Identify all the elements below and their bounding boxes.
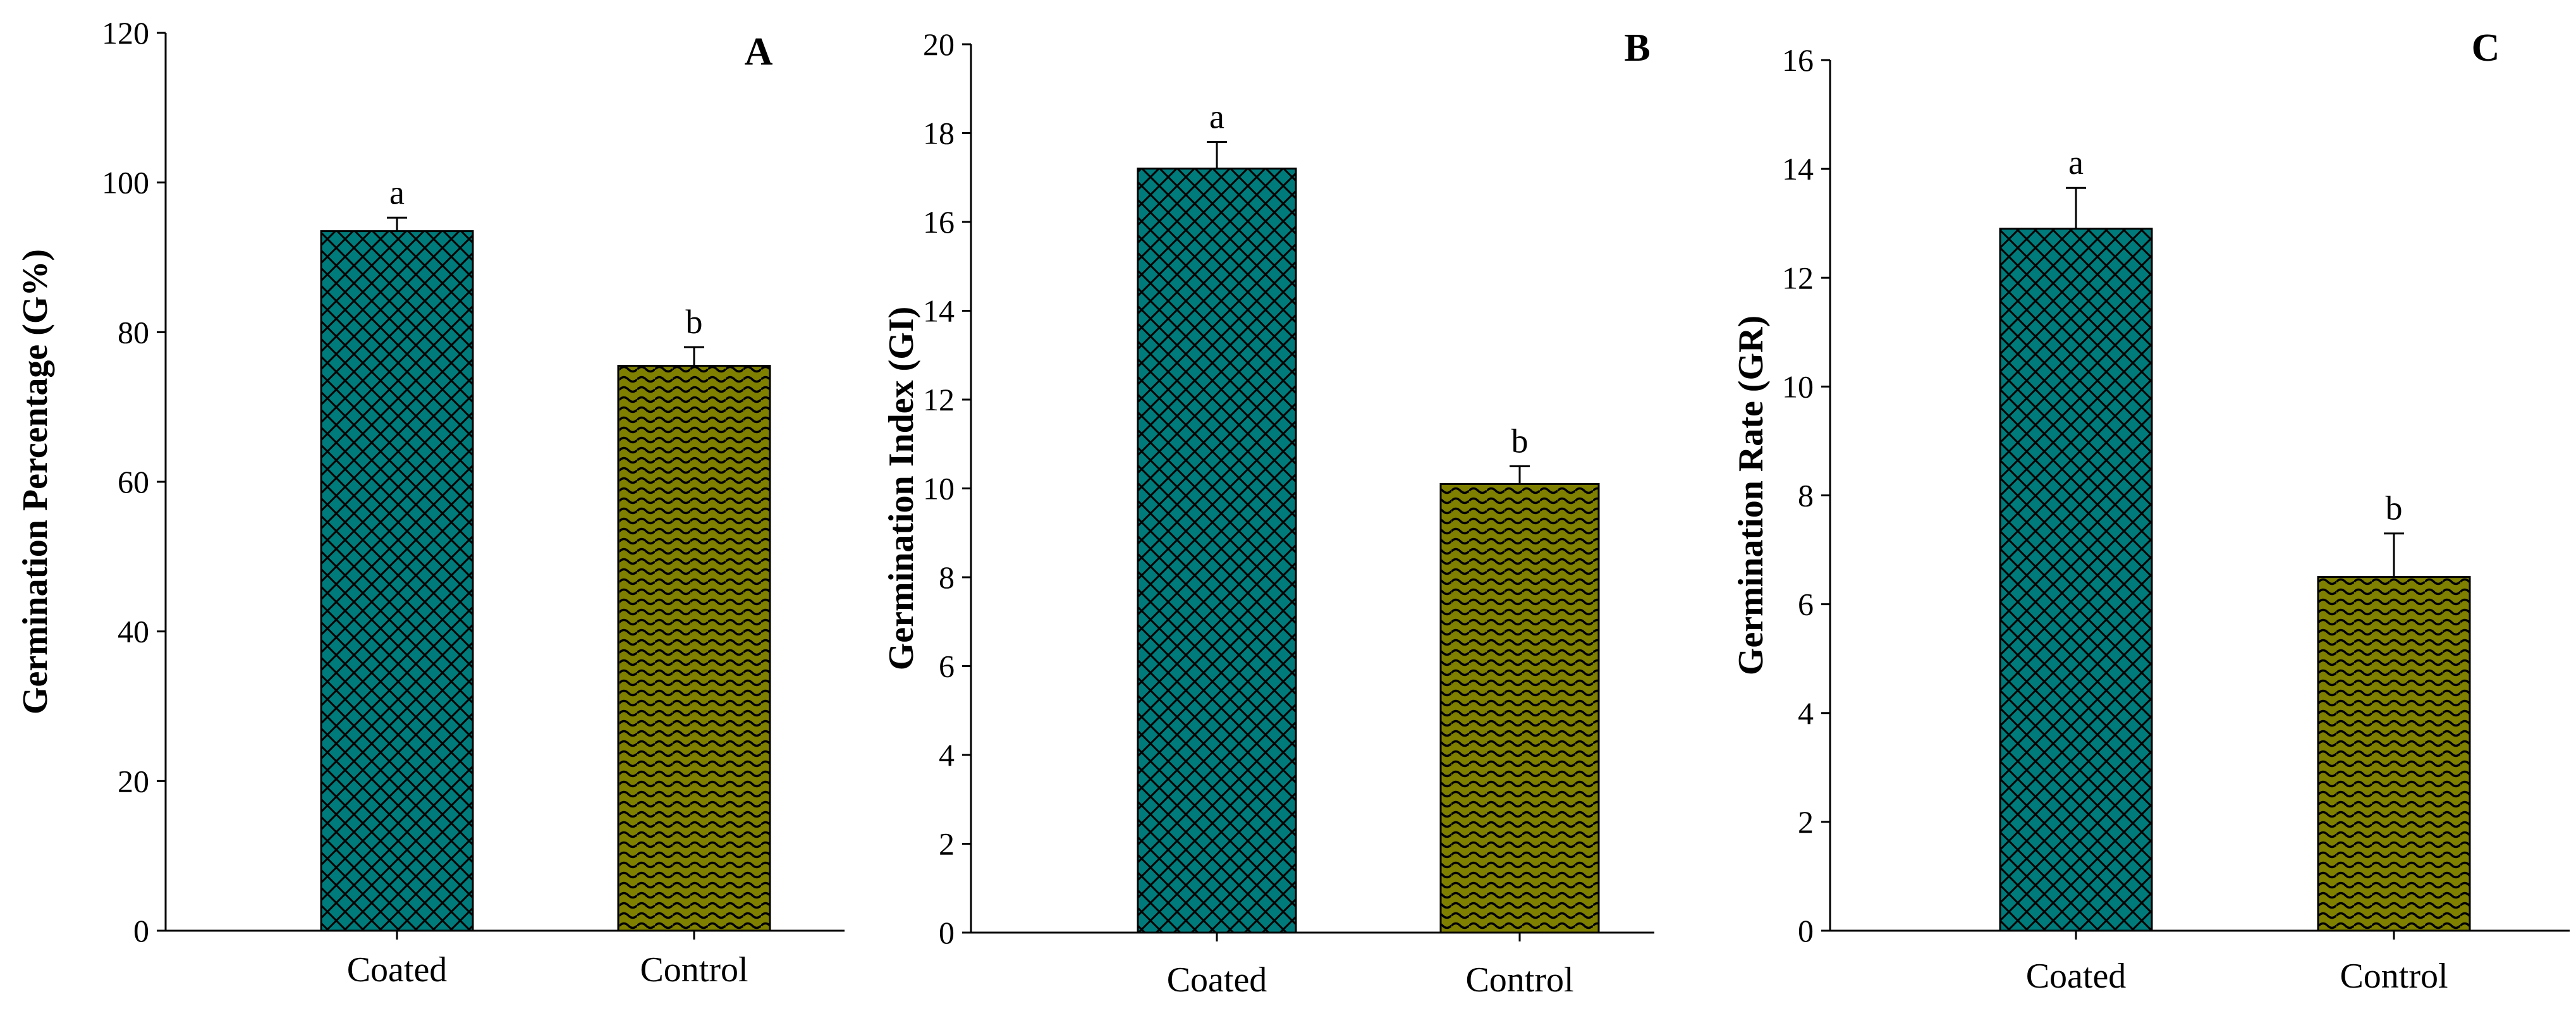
y-tick-label: 20 [923, 27, 955, 62]
y-tick-label: 60 [118, 464, 149, 499]
y-tick-label: 20 [118, 763, 149, 799]
y-tick-label: 0 [133, 913, 149, 948]
chart-panel-b: a Coated b Control 0 2 4 6 8 10 12 14 16 18 20 Germinat… [882, 27, 1654, 1000]
significance-label: b [686, 303, 703, 341]
y-tick-label: 2 [939, 826, 955, 862]
significance-label: b [2386, 489, 2403, 527]
y-tick-label: 12 [1782, 260, 1814, 295]
significance-label: a [1209, 98, 1224, 136]
y-tick-label: 6 [939, 649, 955, 684]
y-tick-label: 10 [1782, 369, 1814, 404]
category-label: Coated [1167, 960, 1267, 1000]
error-bar-coated [387, 216, 407, 231]
y-tick-label: 12 [923, 382, 955, 417]
y-tick-label: 100 [102, 165, 149, 200]
error-bar-coated [1207, 141, 1227, 169]
y-tick-label: 0 [939, 915, 955, 950]
y-tick-label: 14 [923, 293, 955, 329]
bar-coated [320, 230, 474, 932]
error-bar-control [1510, 465, 1530, 484]
significance-label: a [2068, 144, 2084, 181]
chart-panel-a: a Coated b Control 0 20 40 60 80 100 120 Germinatio… [16, 15, 845, 990]
category-label: Control [640, 950, 748, 990]
error-bar-control [2384, 532, 2404, 577]
significance-label: a [389, 173, 405, 211]
panel-letter: B [1624, 27, 1650, 70]
category-label: Control [2340, 957, 2448, 996]
y-tick-label: 16 [1782, 42, 1814, 78]
y-tick-label: 120 [102, 15, 149, 51]
y-tick-label: 6 [1798, 587, 1814, 622]
y-tick-label: 2 [1798, 804, 1814, 840]
y-tick-label: 8 [939, 560, 955, 595]
panel-letter: C [2472, 27, 2500, 70]
y-tick-label: 4 [1798, 695, 1814, 731]
y-tick-label: 14 [1782, 151, 1814, 187]
y-tick-label: 10 [923, 471, 955, 506]
y-tick-label: 16 [923, 204, 955, 240]
category-label: Control [1465, 960, 1573, 1000]
y-axis-title: Germination Percentage (G%) [16, 249, 55, 714]
chart-panel-c: a Coated b Control 0 2 4 6 8 10 12 14 16 Germination … [1731, 27, 2570, 996]
y-tick-label: 80 [118, 314, 149, 350]
bar-coated [1137, 168, 1297, 934]
bar-control [1439, 482, 1600, 934]
y-tick-label: 4 [939, 737, 955, 773]
category-label: Coated [2026, 957, 2127, 996]
panel-letter: A [745, 30, 773, 73]
error-bar-control [684, 346, 704, 366]
y-axis-title: Germination Index (GI) [882, 307, 921, 671]
y-tick-label: 8 [1798, 478, 1814, 513]
y-tick-label: 40 [118, 614, 149, 649]
bar-coated [1999, 228, 2153, 932]
y-axis-title: Germination Rate (GR) [1731, 316, 1771, 675]
y-tick-label: 0 [1798, 913, 1814, 948]
significance-label: b [1511, 422, 1529, 460]
bar-control [2317, 576, 2471, 932]
y-tick-label: 18 [923, 116, 955, 151]
category-label: Coated [347, 950, 448, 990]
error-bar-coated [2066, 187, 2086, 229]
bar-control [617, 365, 771, 932]
